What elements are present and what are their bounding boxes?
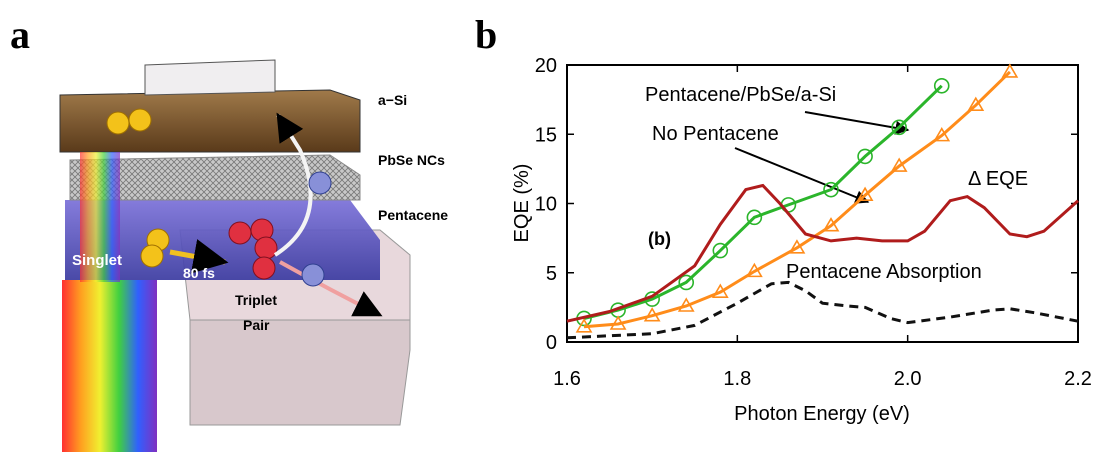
series-line <box>566 280 1079 340</box>
marker <box>677 297 695 312</box>
panel-b: b Photon Energy (eV) EQE (%) (b) Pentace… <box>475 12 1092 425</box>
marker <box>857 148 873 165</box>
process-label: Triplet <box>235 292 277 308</box>
marker <box>745 262 763 278</box>
process-label: Pair <box>243 317 270 333</box>
series-label: Δ EQE <box>968 168 1028 190</box>
marker <box>1001 63 1019 78</box>
panel-label: b <box>475 12 497 57</box>
marker <box>890 157 908 172</box>
arrow <box>804 111 910 135</box>
marker <box>575 318 593 333</box>
series-label: No Pentacene <box>652 123 779 145</box>
marker <box>822 217 840 232</box>
arrow <box>169 239 229 274</box>
marker <box>643 307 661 322</box>
x-tick-label: 1.8 <box>723 368 751 390</box>
marker <box>678 274 695 291</box>
arrow <box>273 112 313 257</box>
x-axis-label: Photon Energy (eV) <box>734 403 910 425</box>
contact <box>144 59 276 96</box>
marker <box>856 186 874 201</box>
marker <box>933 77 950 94</box>
panel-a: a a−Si PbSe NCs Pentacene Singlet 80 fs … <box>10 12 448 452</box>
charge-icon <box>252 256 276 280</box>
marker <box>609 315 627 330</box>
arrow <box>279 260 383 317</box>
series-label: Pentacene Absorption <box>786 261 982 283</box>
y-tick-label: 10 <box>535 194 557 216</box>
charge-icon <box>106 111 130 135</box>
marker <box>891 119 907 136</box>
x-tick-label: 2.2 <box>1064 368 1092 390</box>
process-label: Singlet <box>72 252 122 269</box>
layer-label: PbSe NCs <box>378 152 445 168</box>
arrow <box>734 147 870 204</box>
series-label: Pentacene/PbSe/a-Si <box>645 84 836 106</box>
series-line <box>566 183 1080 323</box>
charge-icon <box>308 171 332 195</box>
marker <box>746 209 763 226</box>
charge-icon <box>128 108 152 132</box>
charge-icon <box>140 244 164 268</box>
marker <box>967 96 985 111</box>
charge-icon <box>228 221 252 245</box>
marker <box>711 283 729 298</box>
y-tick-label: 15 <box>535 124 557 146</box>
y-axis-label: EQE (%) <box>511 164 533 243</box>
layer-label: Pentacene <box>378 207 448 223</box>
pbse-layer <box>69 154 361 201</box>
marker <box>712 242 729 259</box>
y-tick-label: 20 <box>535 55 557 77</box>
substrate-front <box>189 319 411 426</box>
light-beam <box>62 280 157 452</box>
layer-label: a−Si <box>378 92 407 108</box>
si-layer <box>59 89 361 153</box>
panel-label: a <box>10 12 30 57</box>
light-beam-upper <box>80 152 120 282</box>
charge-icon <box>254 236 278 260</box>
y-tick-label: 5 <box>546 263 557 285</box>
y-tick-label: 0 <box>546 332 557 354</box>
x-tick-label: 1.6 <box>553 368 581 390</box>
marker <box>823 181 839 198</box>
x-tick-label: 2.0 <box>894 368 922 390</box>
inset-label: (b) <box>648 229 671 249</box>
marker <box>933 127 951 142</box>
charge-icon <box>301 263 325 287</box>
series-line <box>583 70 1011 329</box>
series-line <box>583 84 943 320</box>
process-label: 80 fs <box>183 265 215 281</box>
marker <box>788 239 806 254</box>
